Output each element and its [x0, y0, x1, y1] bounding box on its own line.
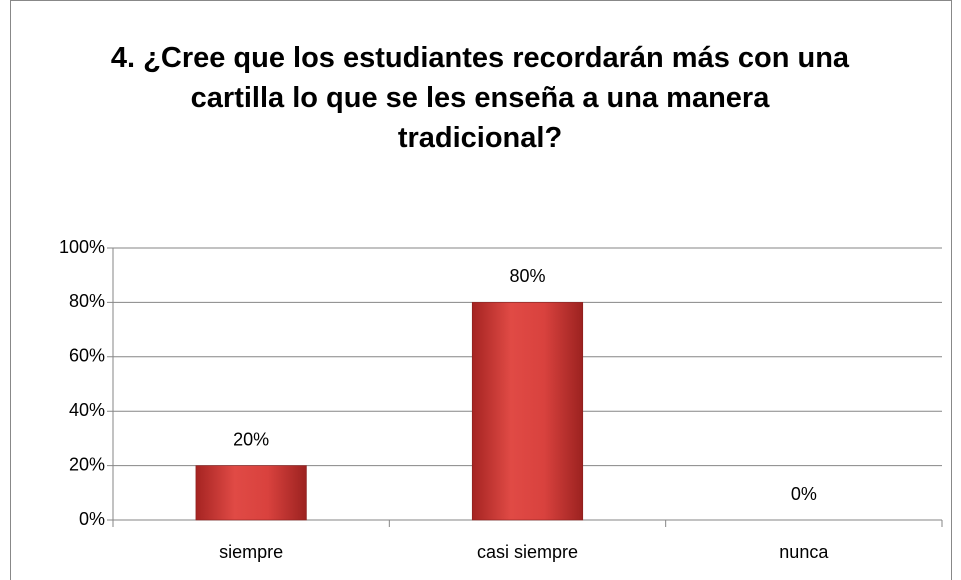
y-tick-label: 100% [59, 237, 105, 257]
y-tick-label: 80% [69, 291, 105, 311]
x-tick-label: siempre [219, 542, 283, 562]
data-label: 80% [509, 266, 545, 286]
data-label: 20% [233, 429, 269, 449]
y-tick-label: 60% [69, 346, 105, 366]
chart-border [10, 0, 952, 580]
y-tick-label: 40% [69, 400, 105, 420]
data-label: 0% [791, 484, 817, 504]
bar [471, 302, 584, 521]
bar [195, 465, 307, 521]
y-tick-label: 0% [79, 509, 105, 529]
chart-title: 4. ¿Cree que los estudiantes recordarán … [110, 42, 850, 154]
x-tick-label: nunca [779, 542, 829, 562]
y-tick-label: 20% [69, 454, 105, 474]
x-tick-label: casi siempre [477, 542, 578, 562]
